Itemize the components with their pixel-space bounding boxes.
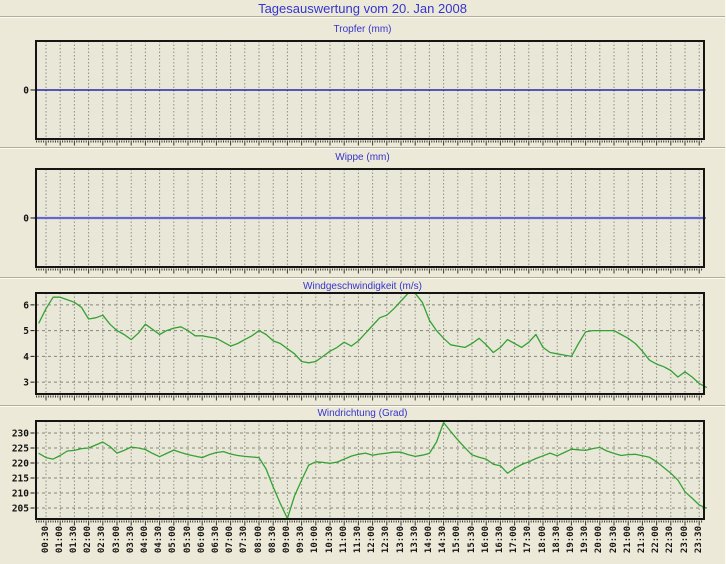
chart-title-windgeschwindigkeit: Windgeschwindigkeit (m/s): [303, 281, 422, 292]
x-tick-label: 09:00: [281, 526, 292, 554]
x-tick-label: 17:00: [509, 526, 520, 554]
chart-svg-wippe: 0: [23, 168, 707, 274]
x-tick-label: 03:30: [125, 526, 136, 554]
x-tick-marks: [36, 520, 703, 526]
x-tick-label: 05:00: [168, 526, 179, 554]
y-tick-label: 5: [23, 326, 29, 337]
x-tick-label: 03:00: [111, 526, 122, 554]
y-tick-label: 215: [12, 473, 29, 484]
plot-border-wippe: [35, 168, 705, 268]
y-tick-labels: 230 225 220 215 210 205: [12, 428, 35, 514]
x-tick-label: 01:00: [54, 526, 65, 554]
vertical-gridlines: [45, 293, 700, 394]
x-tick-label: 17:30: [523, 526, 534, 554]
x-tick-label: 11:00: [338, 526, 349, 554]
y-tick-labels: 0: [23, 214, 35, 225]
chart-svg-windgeschwindigkeit: 6 5 4 3: [23, 292, 707, 401]
divider: [0, 16, 725, 18]
x-tick-label: 16:00: [480, 526, 491, 554]
divider: [0, 147, 725, 149]
x-tick-label: 15:30: [466, 526, 477, 554]
page-title: Tagesauswertung vom 20. Jan 2008: [258, 1, 467, 16]
x-tick-label: 07:30: [239, 526, 250, 554]
x-tick-label: 16:30: [494, 526, 505, 554]
chart-title-tropfer: Tropfer (mm): [333, 24, 392, 35]
x-tick-label: 05:30: [182, 526, 193, 554]
x-tick-label: 19:30: [580, 526, 591, 554]
chart-svg-windrichtung: 230 225 220 215 210 205: [12, 420, 707, 526]
plot-border-windgeschwindigkeit: [35, 292, 705, 395]
x-tick-label: 20:30: [608, 526, 619, 554]
x-tick-label: 15:00: [452, 526, 463, 554]
x-tick-label: 02:30: [97, 526, 108, 554]
divider: [0, 405, 725, 407]
x-tick-label: 22:00: [651, 526, 662, 554]
x-tick-label: 23:00: [679, 526, 690, 554]
x-tick-label: 13:30: [409, 526, 420, 554]
y-tick-label: 210: [12, 488, 29, 499]
x-tick-label: 20:00: [594, 526, 605, 554]
y-tick-label: 6: [23, 300, 29, 311]
x-tick-label: 10:00: [310, 526, 321, 554]
x-tick-marks: [36, 268, 703, 274]
x-tick-label: 08:00: [253, 526, 264, 554]
x-tick-label: 12:30: [381, 526, 392, 554]
x-tick-label: 08:30: [267, 526, 278, 554]
series-line-windrichtung: [38, 421, 707, 520]
x-tick-label: 04:30: [154, 526, 165, 554]
x-tick-label: 19:00: [565, 526, 576, 554]
x-tick-label: 18:30: [551, 526, 562, 554]
x-tick-label: 13:00: [395, 526, 406, 554]
y-tick-label: 225: [12, 443, 29, 454]
y-tick-labels: 6 5 4 3: [23, 300, 35, 389]
y-tick-label: 230: [12, 428, 29, 439]
series-line-windgeschwindigkeit: [38, 292, 707, 388]
x-tick-label: 00:30: [40, 526, 51, 554]
x-tick-label: 06:00: [196, 526, 207, 554]
x-tick-label: 14:30: [438, 526, 449, 554]
y-tick-label: 4: [23, 352, 29, 363]
x-tick-label: 23:30: [693, 526, 704, 554]
plot-border-tropfer: [35, 40, 705, 140]
plot-area-windgeschwindigkeit: [35, 292, 705, 395]
x-tick-label: 09:30: [296, 526, 307, 554]
vertical-gridlines: [45, 421, 700, 519]
y-tick-label: 0: [23, 214, 29, 225]
x-tick-label: 07:00: [225, 526, 236, 554]
x-tick-label: 02:00: [83, 526, 94, 554]
y-tick-label: 3: [23, 378, 29, 389]
x-tick-marks: [36, 140, 703, 146]
plot-border-windrichtung: [35, 420, 705, 520]
y-tick-labels: 0: [23, 86, 35, 97]
divider: [0, 277, 725, 279]
x-tick-label: 12:00: [367, 526, 378, 554]
x-tick-label: 11:30: [352, 526, 363, 554]
x-tick-label: 10:30: [324, 526, 335, 554]
x-tick-marks: [36, 395, 703, 401]
x-tick-label: 14:00: [423, 526, 434, 554]
chart-svg-tropfer: 0: [23, 40, 706, 146]
x-tick-label: 06:30: [210, 526, 221, 554]
x-tick-label: 21:00: [622, 526, 633, 554]
chart-title-windrichtung: Windrichtung (Grad): [317, 408, 408, 419]
x-tick-label: 01:30: [68, 526, 79, 554]
x-tick-label: 18:00: [537, 526, 548, 554]
x-tick-label: 04:00: [139, 526, 150, 554]
chart-title-wippe: Wippe (mm): [335, 152, 390, 163]
x-tick-label: 22:30: [665, 526, 676, 554]
plot-area-windrichtung: [35, 420, 705, 520]
y-tick-label: 220: [12, 458, 29, 469]
x-tick-label: 21:30: [636, 526, 647, 554]
y-tick-label: 205: [12, 503, 29, 514]
y-tick-label: 0: [23, 86, 29, 97]
